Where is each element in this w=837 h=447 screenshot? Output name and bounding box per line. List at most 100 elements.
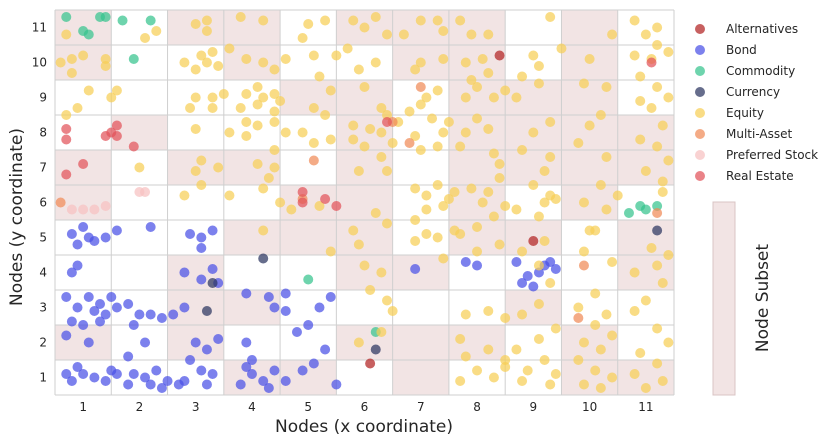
data-point [359,22,370,33]
data-point [578,379,589,390]
data-point [421,204,432,215]
data-point [297,197,308,208]
data-point [657,376,668,386]
data-point [280,376,291,386]
data-point [483,68,494,78]
data-point [111,85,122,96]
data-point [387,306,398,316]
data-point [382,218,393,229]
data-point [145,309,156,320]
data-point [511,344,522,355]
data-point [432,180,443,190]
data-point [106,292,117,302]
data-point [297,127,308,138]
data-point [78,50,89,61]
data-point [308,138,319,148]
data-point [652,82,663,92]
series-preferred-stock [66,187,151,215]
data-point [78,159,89,169]
data-point [511,204,522,215]
data-point [415,82,426,92]
data-point [359,82,370,92]
data-point [258,225,269,236]
data-point [629,50,640,61]
data-point [455,229,466,239]
data-point [517,376,528,386]
data-point [111,225,122,236]
data-point [550,194,561,204]
data-point [252,159,263,169]
data-point [303,274,314,285]
data-point [494,173,505,183]
data-point [488,92,499,103]
data-point [635,348,646,358]
data-point [640,166,651,176]
legend-label: Multi-Asset [726,127,792,141]
data-point [111,120,122,131]
shaded-cell [223,220,281,255]
data-point [269,145,280,155]
data-point [629,306,640,316]
x-tick-label: 5 [304,400,312,414]
data-point [353,337,364,348]
data-point [370,344,381,355]
series-commodity [61,12,663,337]
data-point [601,82,612,92]
data-point [269,365,280,376]
data-point [466,183,477,194]
data-point [196,180,207,190]
data-point [241,54,252,64]
data-point [123,379,134,390]
data-point [100,54,111,64]
data-point [325,134,336,145]
data-point [607,372,618,383]
data-point [61,330,72,341]
data-point [55,197,66,208]
data-point [370,12,381,22]
data-point [376,103,387,113]
x-tick-label: 9 [529,400,537,414]
data-point [657,278,668,288]
data-point [196,155,207,166]
data-point [652,323,663,334]
data-point [590,225,601,236]
data-point [488,211,499,222]
data-point [539,355,550,365]
data-point [342,43,353,54]
data-point [179,376,190,386]
legend-label: Real Estate [726,169,794,183]
data-point [348,134,359,145]
data-point [595,110,606,120]
x-tick-label: 8 [473,400,481,414]
data-point [443,117,454,127]
data-point [66,316,77,327]
data-point [652,40,663,50]
data-point [590,288,601,299]
data-point [365,124,376,134]
data-point [185,229,196,239]
data-point [179,190,190,201]
data-point [66,229,77,239]
x-tick-label: 10 [582,400,597,414]
data-point [652,358,663,369]
shaded-cell [111,115,168,150]
data-point [500,313,511,323]
data-point [376,152,387,162]
data-point [635,96,646,106]
data-point [590,320,601,330]
data-point [432,15,443,26]
data-point [246,355,257,365]
data-point [280,127,291,138]
legend-marker [695,171,705,181]
legend-label: Alternatives [726,22,798,36]
data-point [376,127,387,138]
data-point [382,29,393,40]
data-point [415,57,426,68]
data-point [179,302,190,313]
data-point [201,344,212,355]
y-tick-label: 2 [39,336,47,350]
data-point [359,260,370,271]
data-point [269,106,280,117]
data-point [224,127,235,138]
data-point [449,187,460,197]
